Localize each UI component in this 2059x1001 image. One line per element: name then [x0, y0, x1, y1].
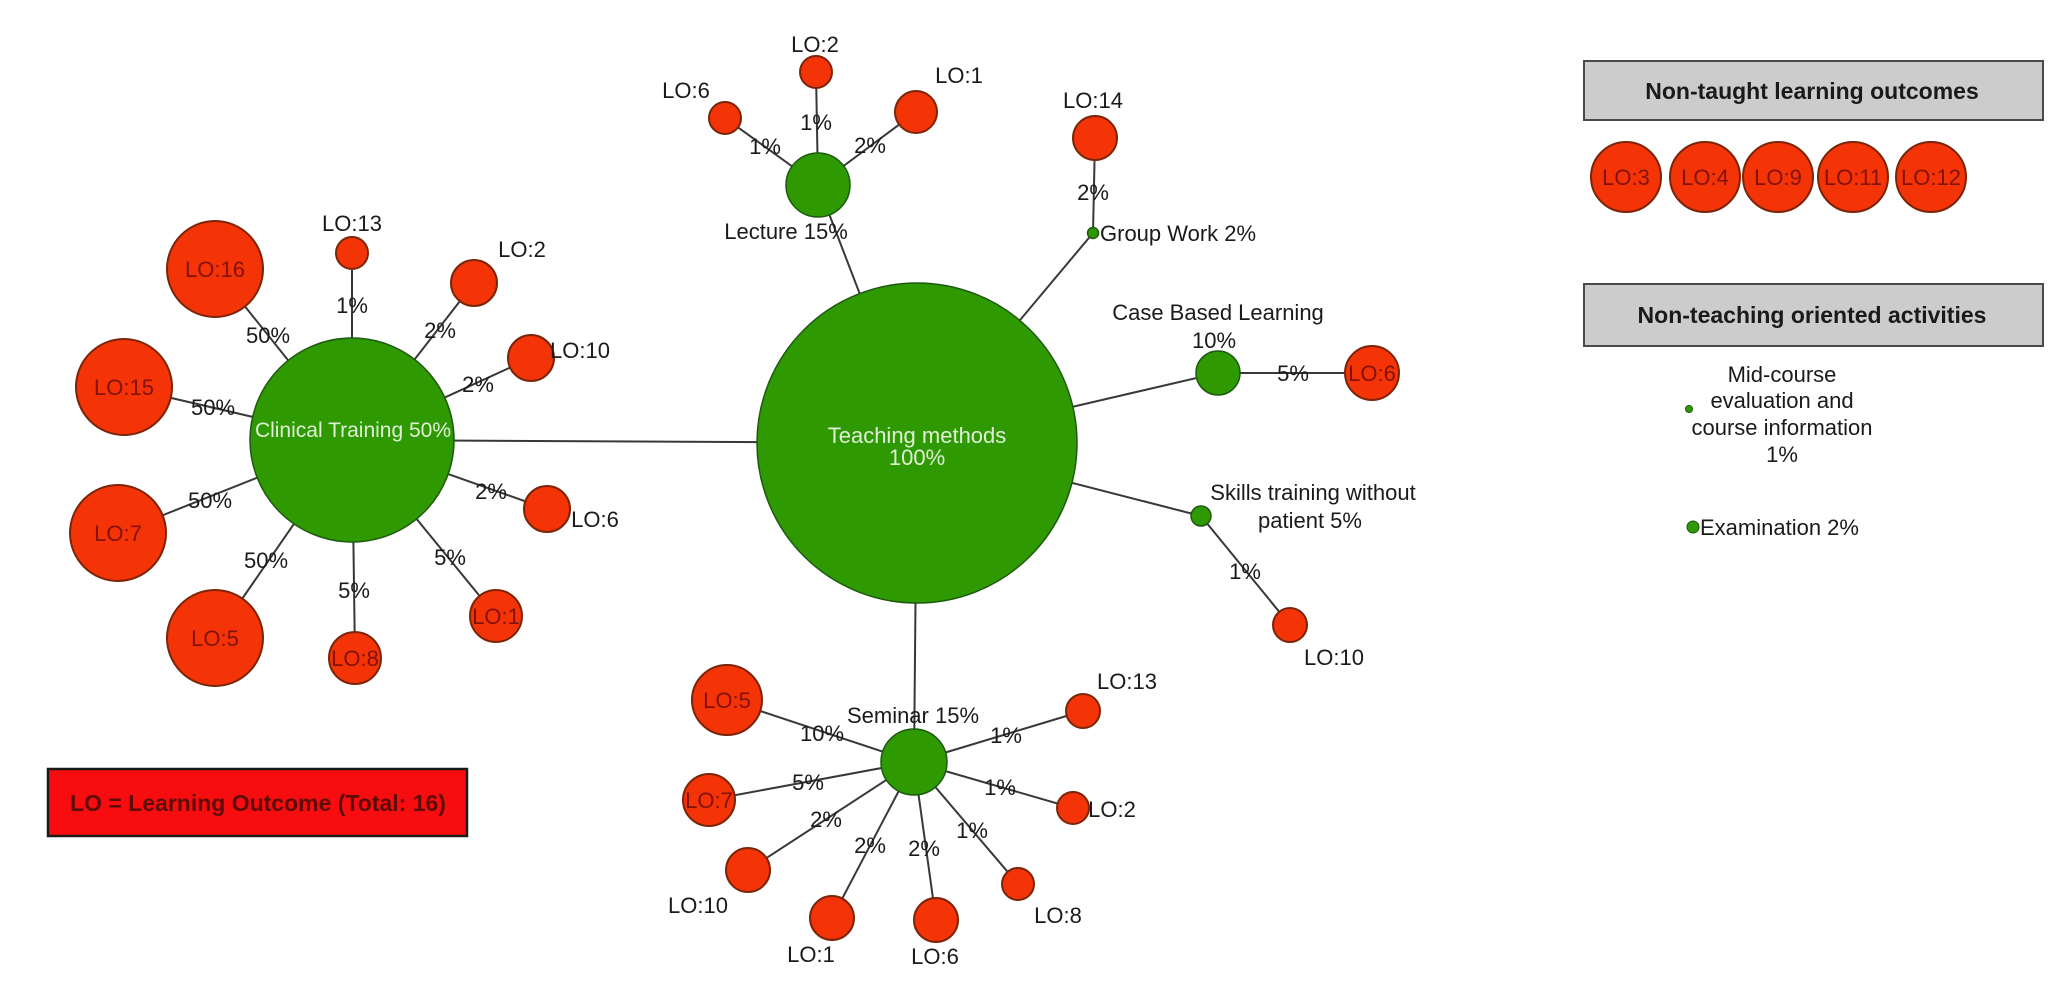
svg-text:LO:8: LO:8: [331, 646, 379, 671]
svg-text:LO:14: LO:14: [1063, 88, 1123, 113]
svg-text:2%: 2%: [1077, 180, 1109, 205]
svg-text:Group Work 2%: Group Work 2%: [1100, 221, 1256, 246]
svg-text:LO:12: LO:12: [1901, 165, 1961, 190]
svg-text:Examination 2%: Examination 2%: [1700, 515, 1859, 540]
svg-text:2%: 2%: [424, 318, 456, 343]
svg-text:LO:6: LO:6: [911, 944, 959, 969]
svg-text:LO:1: LO:1: [935, 63, 983, 88]
svg-text:LO:9: LO:9: [1754, 165, 1802, 190]
svg-text:5%: 5%: [792, 770, 824, 795]
svg-text:LO:2: LO:2: [791, 32, 839, 57]
svg-text:5%: 5%: [434, 545, 466, 570]
svg-text:LO:10: LO:10: [550, 338, 610, 363]
svg-text:10%: 10%: [800, 721, 844, 746]
svg-text:1%: 1%: [1766, 442, 1798, 467]
svg-text:Mid-course: Mid-course: [1728, 362, 1837, 387]
svg-text:LO:5: LO:5: [703, 688, 751, 713]
svg-text:Lecture 15%: Lecture 15%: [724, 219, 848, 244]
svg-text:Skills training without: Skills training without: [1210, 480, 1415, 505]
svg-text:LO:15: LO:15: [94, 375, 154, 400]
svg-text:course information: course information: [1692, 415, 1873, 440]
svg-text:2%: 2%: [908, 836, 940, 861]
svg-text:Non-taught learning outcomes: Non-taught learning outcomes: [1645, 78, 1979, 104]
svg-text:LO:7: LO:7: [94, 521, 142, 546]
svg-text:LO:10: LO:10: [668, 893, 728, 918]
svg-text:LO:6: LO:6: [1348, 361, 1396, 386]
svg-text:2%: 2%: [475, 479, 507, 504]
svg-text:10%: 10%: [1192, 328, 1236, 353]
svg-text:LO:6: LO:6: [662, 78, 710, 103]
svg-text:LO = Learning Outcome (Total:: LO = Learning Outcome (Total: 16): [70, 790, 446, 816]
svg-text:LO:1: LO:1: [472, 604, 520, 629]
svg-text:LO:2: LO:2: [498, 237, 546, 262]
svg-text:5%: 5%: [1277, 361, 1309, 386]
svg-text:Case Based Learning: Case Based Learning: [1112, 300, 1324, 325]
svg-text:patient 5%: patient 5%: [1258, 508, 1362, 533]
svg-text:evaluation and: evaluation and: [1710, 388, 1853, 413]
svg-text:LO:10: LO:10: [1304, 645, 1364, 670]
svg-text:LO:4: LO:4: [1681, 165, 1729, 190]
svg-text:1%: 1%: [749, 134, 781, 159]
svg-text:Seminar 15%: Seminar 15%: [847, 703, 979, 728]
svg-text:LO:13: LO:13: [1097, 669, 1157, 694]
svg-text:1%: 1%: [336, 293, 368, 318]
svg-text:50%: 50%: [244, 548, 288, 573]
svg-text:Non-teaching oriented activiti: Non-teaching oriented activities: [1638, 302, 1987, 328]
svg-text:LO:11: LO:11: [1824, 165, 1882, 190]
svg-text:1%: 1%: [990, 723, 1022, 748]
svg-text:LO:5: LO:5: [191, 626, 239, 651]
svg-text:50%: 50%: [191, 395, 235, 420]
svg-text:Clinical Training 50%: Clinical Training 50%: [255, 419, 451, 442]
svg-text:LO:13: LO:13: [322, 211, 382, 236]
svg-text:LO:7: LO:7: [685, 788, 733, 813]
svg-text:1%: 1%: [984, 775, 1016, 800]
svg-text:2%: 2%: [854, 133, 886, 158]
svg-text:1%: 1%: [1229, 559, 1261, 584]
svg-text:2%: 2%: [854, 833, 886, 858]
svg-text:LO:3: LO:3: [1602, 165, 1650, 190]
svg-text:1%: 1%: [956, 818, 988, 843]
svg-text:LO:1: LO:1: [787, 942, 835, 967]
svg-text:50%: 50%: [246, 323, 290, 348]
svg-text:Teaching methods: Teaching methods: [828, 423, 1007, 448]
svg-text:100%: 100%: [889, 445, 945, 470]
svg-text:2%: 2%: [462, 372, 494, 397]
svg-text:LO:6: LO:6: [571, 507, 619, 532]
svg-text:1%: 1%: [800, 110, 832, 135]
svg-text:LO:2: LO:2: [1088, 797, 1136, 822]
svg-text:LO:16: LO:16: [185, 257, 245, 282]
svg-text:50%: 50%: [188, 488, 232, 513]
svg-text:5%: 5%: [338, 578, 370, 603]
svg-text:LO:8: LO:8: [1034, 903, 1082, 928]
svg-text:2%: 2%: [810, 807, 842, 832]
